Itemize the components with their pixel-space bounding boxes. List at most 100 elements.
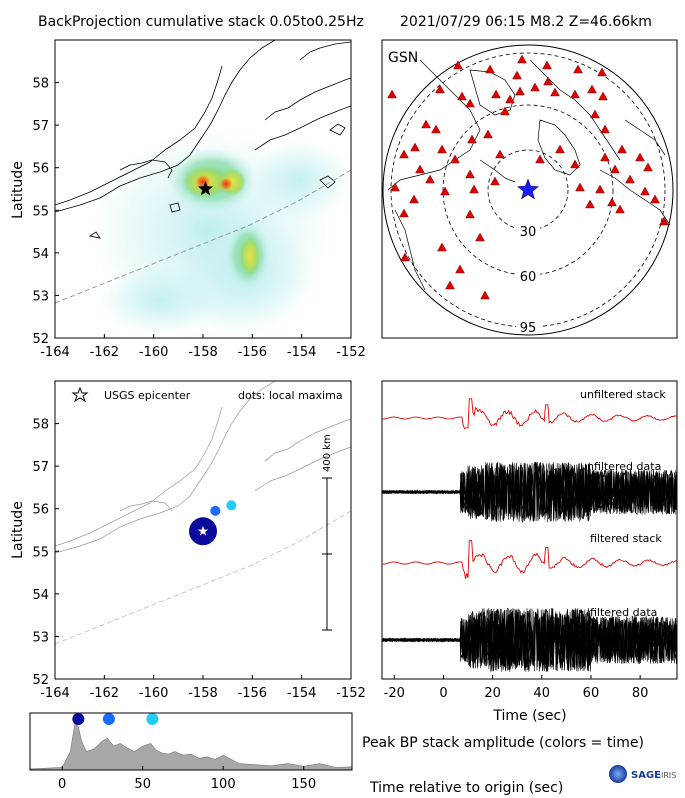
y-axis-label: Latitude bbox=[10, 161, 26, 219]
trace-label: filtered data bbox=[590, 606, 657, 619]
station-triangle-icon bbox=[410, 142, 420, 152]
station-triangle-icon bbox=[617, 144, 627, 154]
station-triangle-icon bbox=[590, 109, 600, 119]
y-tick-label: 56 bbox=[32, 162, 49, 177]
station-triangle-icon bbox=[465, 209, 475, 219]
x-axis-label: Time relative to origin (sec) bbox=[369, 780, 563, 796]
station-triangle-icon bbox=[643, 162, 653, 172]
epicenter-star-icon bbox=[516, 178, 540, 200]
station-triangle-icon bbox=[387, 89, 397, 99]
station-triangle-icon bbox=[421, 119, 431, 129]
station-triangle-icon bbox=[575, 182, 585, 192]
station-triangle-icon bbox=[615, 204, 625, 214]
station-triangle-icon bbox=[399, 208, 409, 218]
axis-ticks: -20 0 20 40 60 80 bbox=[384, 675, 649, 701]
axis-ticks: -164 -162 -160 -158 -156 -154 -152 52 53 54 55 56 57… bbox=[32, 77, 365, 360]
ring-label-60: 60 bbox=[520, 270, 537, 285]
station-triangle-icon bbox=[415, 164, 425, 174]
station-triangle-icon bbox=[585, 199, 595, 209]
axis-ticks: -164 -162 -160 -158 -156 -154 -152 52 53 54 55 56 57… bbox=[32, 418, 365, 701]
trace-label: filtered stack bbox=[590, 532, 662, 545]
time-marker bbox=[72, 713, 85, 725]
station-triangle-icon bbox=[450, 154, 460, 164]
ring-label-bg bbox=[516, 320, 540, 334]
time-marker bbox=[146, 713, 159, 725]
y-tick-label: 52 bbox=[32, 332, 49, 347]
station-triangle-icon bbox=[483, 129, 493, 139]
sage-iris-logo: SAGE IRIS bbox=[609, 765, 676, 783]
x-tick-label: -160 bbox=[139, 345, 169, 360]
station-triangle-icon bbox=[570, 89, 580, 99]
station-triangle-icon bbox=[542, 60, 552, 70]
station-triangle-icon bbox=[457, 91, 467, 101]
station-triangle-icon bbox=[400, 252, 410, 262]
y-tick-label: 57 bbox=[32, 460, 49, 475]
axes-frame bbox=[381, 380, 678, 680]
station-triangle-icon bbox=[512, 70, 522, 80]
station-triangle-icon bbox=[409, 194, 419, 204]
time-marker bbox=[102, 713, 115, 725]
station-triangle-icon bbox=[598, 91, 608, 101]
station-triangle-icon bbox=[570, 159, 580, 169]
y-axis-label: Latitude bbox=[10, 501, 26, 559]
station-triangle-icon bbox=[550, 87, 560, 97]
y-tick-label: 52 bbox=[32, 673, 49, 688]
station-markers bbox=[387, 54, 669, 300]
station-triangle-icon bbox=[517, 54, 527, 64]
x-tick-label: -156 bbox=[238, 686, 268, 701]
x-tick-label: -156 bbox=[238, 345, 268, 360]
station-triangle-icon bbox=[453, 60, 463, 70]
station-triangle-icon bbox=[635, 152, 645, 162]
y-tick-label: 53 bbox=[32, 630, 49, 645]
x-tick-label: 0 bbox=[58, 777, 66, 792]
heat-haze bbox=[250, 140, 350, 220]
epicenter-star bbox=[197, 181, 214, 196]
unfiltered-data-trace bbox=[382, 462, 677, 523]
station-triangle-icon bbox=[437, 242, 447, 252]
event-info: 2021/07/29 06:15 M8.2 Z=46.66km bbox=[400, 14, 652, 30]
x-tick-label: 40 bbox=[534, 686, 551, 701]
coastline bbox=[55, 381, 351, 554]
epicenter-star-icon bbox=[197, 181, 214, 196]
trench-line bbox=[55, 510, 351, 645]
station-triangle-icon bbox=[573, 64, 583, 74]
legend-dots: dots: local maxima bbox=[238, 389, 343, 402]
waveform-traces bbox=[382, 398, 677, 672]
distance-ring-30 bbox=[487, 149, 569, 231]
ring-label-95: 95 bbox=[520, 321, 537, 336]
trench-line bbox=[55, 169, 351, 304]
trace-label: unfiltered stack bbox=[580, 388, 666, 401]
amplitude-area bbox=[30, 721, 352, 770]
heat-haze bbox=[100, 265, 220, 335]
station-triangle-icon bbox=[491, 89, 501, 99]
station-triangle-icon bbox=[480, 290, 490, 300]
station-triangle-icon bbox=[659, 216, 669, 226]
station-triangle-icon bbox=[543, 76, 553, 86]
station-triangle-icon bbox=[490, 176, 500, 186]
unfiltered-stack-trace bbox=[382, 398, 677, 430]
scale-label: 400 km bbox=[322, 434, 333, 472]
heat-haze bbox=[188, 214, 232, 246]
logo-suffix: IRIS bbox=[661, 771, 676, 780]
heat-yellow bbox=[240, 236, 260, 276]
heat-peak bbox=[219, 177, 233, 191]
x-tick-label: -154 bbox=[287, 686, 317, 701]
x-tick-label: -160 bbox=[139, 686, 169, 701]
figure-title: BackProjection cumulative stack 0.05to0.… bbox=[38, 14, 364, 30]
y-tick-label: 56 bbox=[32, 503, 49, 518]
x-axis-label: Time (sec) bbox=[492, 708, 566, 724]
y-tick-label: 55 bbox=[32, 204, 49, 219]
amplitude-title: Peak BP stack amplitude (colors = time) bbox=[362, 735, 644, 751]
station-triangle-icon bbox=[650, 194, 660, 204]
axes-frame bbox=[29, 712, 353, 771]
trace-label: unfiltered data bbox=[580, 460, 661, 473]
x-tick-label: -164 bbox=[40, 345, 70, 360]
x-tick-label: 80 bbox=[632, 686, 649, 701]
legend-epicenter: USGS epicenter bbox=[104, 389, 191, 402]
y-tick-label: 55 bbox=[32, 545, 49, 560]
station-triangle-icon bbox=[495, 149, 505, 159]
legend-star-icon bbox=[71, 386, 89, 403]
y-tick-label: 53 bbox=[32, 289, 49, 304]
bp-map-panel: -164 -162 -160 -158 -156 -154 -152 52 53 54 55 56 57… bbox=[10, 39, 366, 360]
